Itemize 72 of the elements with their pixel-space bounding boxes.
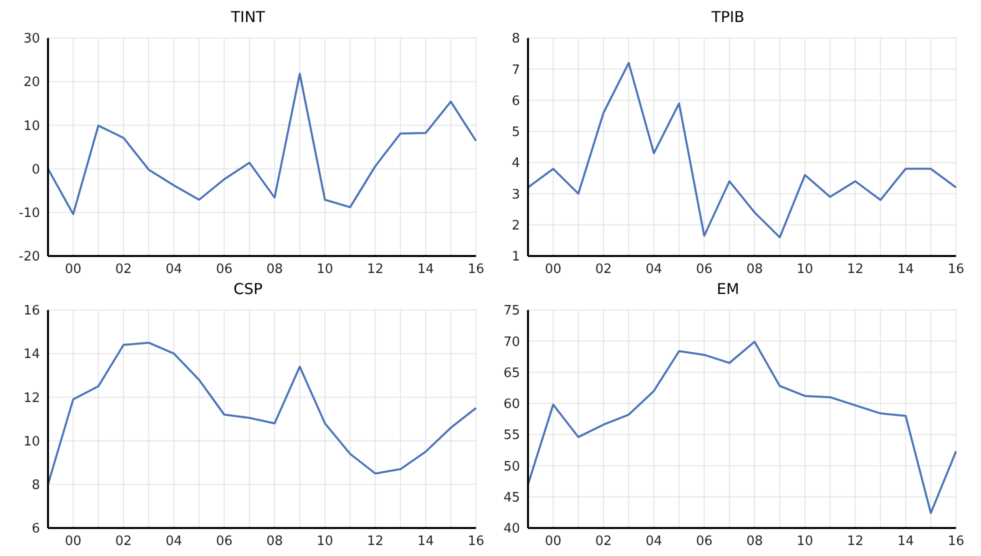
x-tick-label: 02	[595, 262, 612, 278]
x-tick-label: 02	[595, 534, 612, 550]
x-tick-label: 08	[266, 262, 283, 278]
x-tick-label: 06	[696, 534, 713, 550]
x-tick-label: 16	[948, 534, 964, 550]
x-tick-label: 14	[897, 262, 914, 278]
x-tick-label: 12	[847, 534, 864, 550]
x-tick-label: 04	[646, 534, 662, 550]
y-tick-label: 12	[23, 390, 40, 406]
x-tick-label: 16	[468, 534, 484, 550]
y-tick-label: 4	[512, 156, 520, 172]
y-tick-label: 2	[512, 218, 520, 234]
y-tick-label: 5	[512, 125, 520, 140]
y-tick-label: 10	[23, 118, 40, 134]
x-tick-label: 14	[897, 534, 914, 550]
line-series	[47, 72, 477, 216]
y-tick-label: -10	[18, 206, 40, 222]
chart-title: CSP	[232, 280, 264, 300]
x-tick-label: 08	[746, 534, 763, 550]
x-tick-label: 08	[266, 534, 283, 550]
x-tick-label: 04	[646, 262, 662, 278]
y-tick-label: 6	[32, 522, 40, 537]
x-tick-label: 10	[796, 262, 814, 278]
x-tick-label: 10	[796, 534, 814, 550]
x-tick-label: 16	[948, 262, 964, 278]
x-tick-label: 00	[544, 262, 562, 278]
x-tick-label: 02	[115, 262, 132, 278]
y-tick-label: 8	[32, 478, 40, 494]
x-tick-label: 06	[696, 262, 713, 278]
x-tick-label: 10	[316, 534, 334, 550]
x-tick-label: 08	[746, 262, 763, 278]
y-tick-label: 45	[503, 490, 520, 506]
chart-title: TPIB	[710, 8, 746, 28]
x-tick-label: 00	[544, 534, 562, 550]
y-tick-label: 70	[503, 334, 520, 350]
line-series	[47, 342, 477, 486]
chart-title: EM	[716, 280, 740, 300]
line-series	[527, 62, 957, 238]
y-tick-label: -20	[18, 250, 40, 265]
y-tick-label: 0	[32, 162, 40, 178]
x-tick-label: 14	[417, 534, 434, 550]
line-series	[527, 340, 957, 514]
y-tick-label: 10	[23, 434, 40, 450]
y-tick-label: 55	[503, 428, 520, 444]
x-tick-label: 12	[367, 534, 384, 550]
y-tick-label: 8	[512, 32, 520, 47]
y-tick-label: 40	[503, 522, 520, 537]
y-tick-label: 14	[23, 347, 40, 362]
y-tick-label: 65	[503, 366, 520, 381]
x-tick-label: 06	[216, 534, 233, 550]
x-tick-label: 04	[166, 534, 182, 550]
x-tick-label: 10	[316, 262, 334, 278]
y-tick-label: 1	[512, 250, 520, 265]
y-tick-label: 6	[512, 94, 520, 109]
x-tick-label: 04	[166, 262, 182, 278]
x-tick-label: 02	[115, 534, 132, 550]
y-tick-label: 60	[503, 397, 520, 412]
x-tick-label: 06	[216, 262, 233, 278]
y-tick-label: 3	[512, 187, 520, 202]
y-tick-label: 75	[503, 304, 520, 319]
y-tick-label: 30	[23, 32, 40, 47]
y-tick-label: 7	[512, 62, 520, 78]
x-tick-label: 12	[847, 262, 864, 278]
y-tick-label: 16	[23, 304, 40, 319]
y-tick-label: 50	[503, 459, 520, 474]
x-tick-label: 00	[64, 534, 82, 550]
x-tick-label: 00	[64, 262, 82, 278]
x-tick-label: 12	[367, 262, 384, 278]
x-tick-label: 16	[468, 262, 484, 278]
chart-title: TINT	[230, 8, 266, 28]
x-tick-label: 14	[417, 262, 434, 278]
y-tick-label: 20	[23, 75, 40, 90]
